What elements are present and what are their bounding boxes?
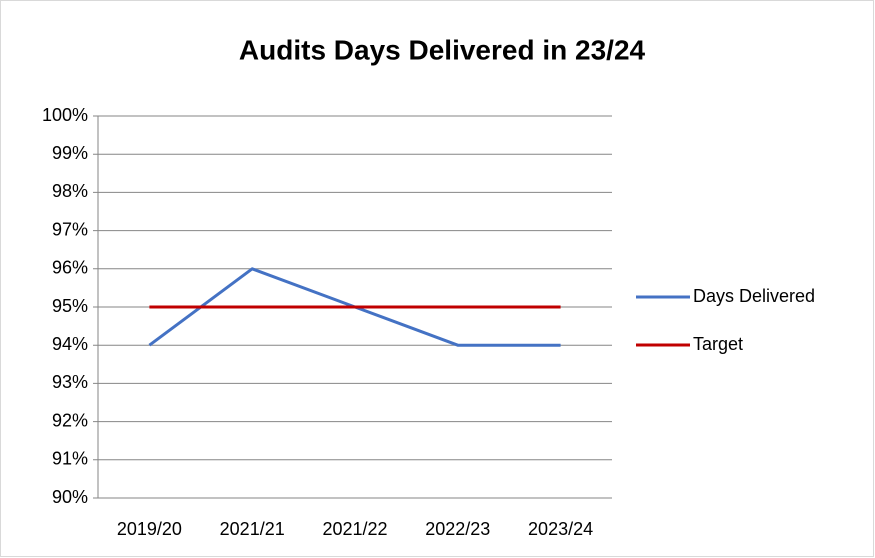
y-tick-label: 90% [52,487,88,507]
chart-title: Audits Days Delivered in 23/24 [239,34,646,65]
x-tick-label: 2021/22 [322,519,387,539]
x-tick-label: 2021/21 [220,519,285,539]
y-tick-label: 99% [52,143,88,163]
y-tick-label: 91% [52,449,88,469]
y-tick-label: 96% [52,258,88,278]
legend-label: Days Delivered [693,286,815,306]
y-tick-label: 98% [52,181,88,201]
x-tick-label: 2019/20 [117,519,182,539]
y-tick-label: 94% [52,334,88,354]
x-tick-label: 2022/23 [425,519,490,539]
legend-label: Target [693,334,743,354]
x-tick-label: 2023/24 [528,519,593,539]
y-tick-label: 93% [52,372,88,392]
y-tick-label: 100% [42,105,88,125]
y-tick-label: 97% [52,219,88,239]
y-tick-label: 95% [52,296,88,316]
y-tick-label: 92% [52,410,88,430]
